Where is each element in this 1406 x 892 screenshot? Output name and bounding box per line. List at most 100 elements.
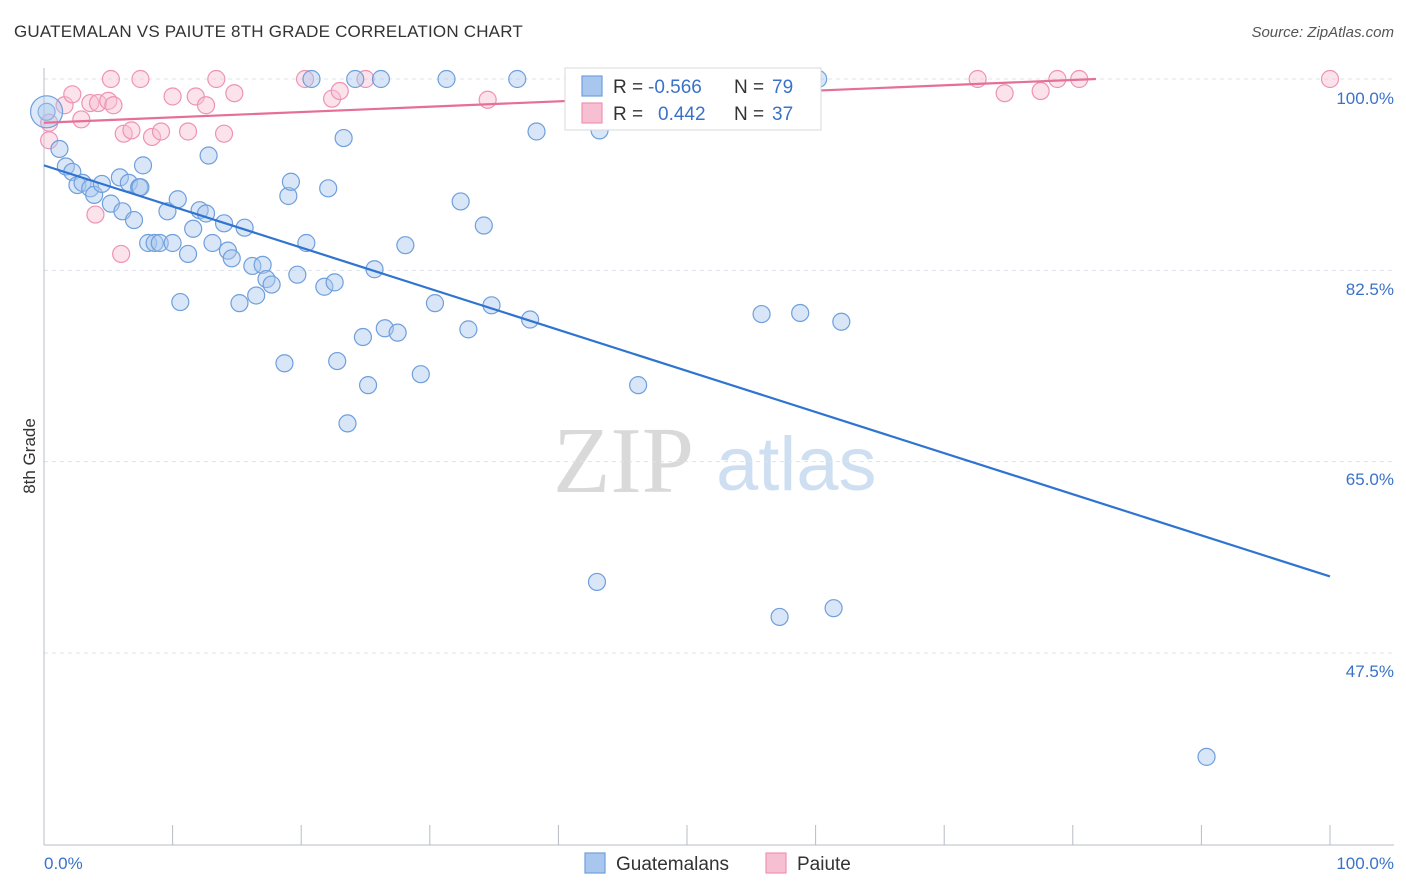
paiute-point-5 <box>86 205 105 224</box>
paiute-point-2 <box>63 85 82 104</box>
x-tick-label-max: 100.0% <box>1336 854 1394 873</box>
y-tick-label-100: 100.0% <box>1336 89 1394 108</box>
guatemalan-point-63 <box>451 192 470 211</box>
guatemalan-point-65 <box>474 216 493 235</box>
guatemalan-point-33 <box>230 294 249 313</box>
paiute-point-26 <box>356 69 375 89</box>
paiute-point-14 <box>142 127 162 147</box>
guatemalan-point-72 <box>629 376 648 395</box>
guatemalan-point-45 <box>302 69 321 89</box>
bottom-legend-swatch-paiute <box>765 852 787 874</box>
paiute-point-10 <box>112 244 131 264</box>
paiute-point-32 <box>1031 81 1050 101</box>
guatemalan-point-43 <box>288 265 307 284</box>
guatemalan-point-61 <box>425 294 445 313</box>
guatemalan-point-50 <box>334 128 353 148</box>
paiute-point-22 <box>225 84 244 103</box>
guatemalan-point-67 <box>508 69 527 89</box>
guatemalan-point-68 <box>521 310 540 329</box>
paiute-point-23 <box>295 69 315 89</box>
legend-r-label-guatemalans: R = <box>613 77 643 98</box>
guatemalan-point-79 <box>1197 747 1216 766</box>
legend-r-value-paiute: 0.442 <box>658 104 706 125</box>
guatemalan-point-77 <box>824 599 843 618</box>
guatemalan-point-58 <box>388 323 407 342</box>
legend-r-value-guatemalans: -0.566 <box>648 77 702 98</box>
guatemalan-point-24 <box>178 244 198 264</box>
guatemalan-point-74 <box>770 607 789 627</box>
guatemalan-point-18 <box>145 233 164 253</box>
legend-n-value-guatemalans: 79 <box>772 77 793 98</box>
guatemalan-point-56 <box>371 69 391 89</box>
guatemalan-point-21 <box>163 233 182 253</box>
guatemalan-point-19 <box>150 233 169 253</box>
paiute-point-4 <box>81 93 100 113</box>
guatemalan-point-38 <box>257 269 276 289</box>
paiute-point-25 <box>330 81 349 101</box>
guatemalan-point-32 <box>222 249 241 268</box>
guatemalan-point-36 <box>247 286 266 305</box>
guatemalan-point-37 <box>253 255 272 274</box>
bottom-legend-label-guatemalans: Guatemalans <box>616 854 729 875</box>
guatemalan-point-39 <box>262 275 281 294</box>
guatemalan-point-10 <box>110 168 129 187</box>
guatemalan-point-1 <box>50 139 69 159</box>
bottom-legend-label-paiute: Paiute <box>797 854 851 875</box>
stats-legend-box <box>564 67 822 131</box>
paiute-point-27 <box>478 90 497 109</box>
paiute-point-31 <box>995 84 1014 103</box>
guatemalan-trend-line <box>43 164 1331 578</box>
paiute-point-12 <box>122 121 141 140</box>
legend-swatch-guatemalans <box>581 75 603 97</box>
axes <box>43 68 1394 846</box>
guatemalan-point-53 <box>353 327 373 347</box>
legend-r-label-paiute: R = <box>613 104 643 125</box>
guatemalan-point-52 <box>346 69 365 89</box>
y-axis-title: 8th Grade <box>20 418 39 494</box>
guatemalan-point-28 <box>199 146 218 165</box>
guatemalan-point-75 <box>791 303 810 323</box>
guatemalan-point-41 <box>279 186 298 206</box>
guatemalan-point-23 <box>171 292 190 312</box>
paiute-point-15 <box>151 122 171 141</box>
guatemalan-point-40 <box>275 354 294 373</box>
guatemalan-point-47 <box>319 179 338 198</box>
watermark-atlas: atlas <box>716 422 877 507</box>
guatemalan-point-46 <box>315 277 334 296</box>
paiute-point-17 <box>178 122 198 141</box>
guatemalan-point-42 <box>281 172 301 191</box>
guatemalan-point-64 <box>459 320 478 339</box>
guatemalan-point-78 <box>832 312 851 331</box>
guatemalan-point-59 <box>396 236 415 255</box>
stats-legend: R = -0.566 N = 79 R = 0.442 N = 37 <box>564 67 822 131</box>
y-tick-label-82-5: 82.5% <box>1346 280 1394 299</box>
legend-n-label-guatemalans: N = <box>734 77 764 98</box>
paiute-point-13 <box>131 69 150 89</box>
paiute-point-3 <box>72 110 91 129</box>
guatemalan-point-51 <box>338 414 357 433</box>
guatemalan-point-25 <box>184 219 203 238</box>
guatemalan-point-62 <box>437 69 456 89</box>
legend-n-label-paiute: N = <box>734 104 764 125</box>
guatemalan-point-0 <box>37 102 56 121</box>
guatemalan-point-73 <box>752 304 771 324</box>
chart-title: GUATEMALAN VS PAIUTE 8TH GRADE CORRELATI… <box>14 22 523 41</box>
paiute-point-8 <box>101 69 120 89</box>
guatemalan-point-16 <box>133 156 153 175</box>
legend-swatch-paiute <box>581 102 603 124</box>
y-tick-label-47-5: 47.5% <box>1346 662 1394 681</box>
paiute-point-21 <box>214 124 234 143</box>
guatemalan-point-54 <box>358 376 378 395</box>
x-tick-label-min: 0.0% <box>44 854 83 873</box>
source-label: Source: ZipAtlas.com <box>1251 24 1394 41</box>
watermark-zip: ZIP <box>553 409 694 513</box>
grid <box>44 78 1394 654</box>
paiute-point-16 <box>163 87 182 106</box>
guatemalan-point-13 <box>124 210 144 230</box>
bottom-legend-swatch-guatemalans <box>584 852 606 874</box>
paiute-point-24 <box>322 89 342 108</box>
paiute-point-19 <box>196 96 216 115</box>
guatemalan-point-48 <box>325 273 344 292</box>
guatemalan-point-29 <box>203 233 222 253</box>
